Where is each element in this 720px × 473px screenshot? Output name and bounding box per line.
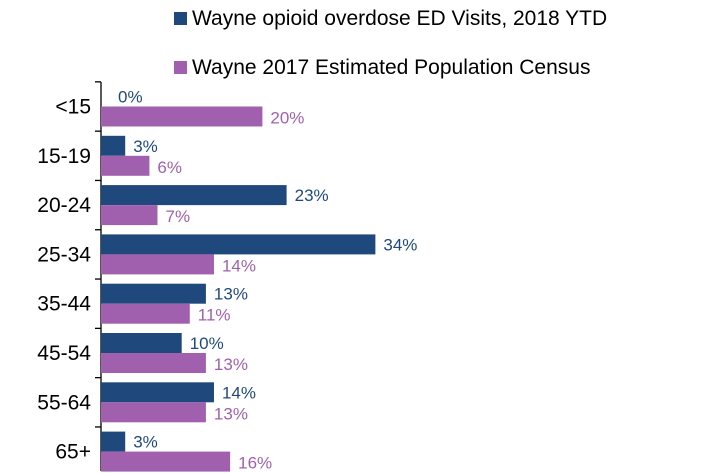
- population-bar: [101, 106, 263, 127]
- data-label: 34%: [383, 235, 417, 254]
- population-bar: [101, 451, 231, 472]
- category-label: 55-64: [37, 391, 91, 414]
- data-label: 16%: [238, 454, 272, 473]
- ed-visits-bar: [101, 135, 126, 156]
- data-label: 13%: [214, 404, 248, 423]
- population-bar: [101, 254, 214, 275]
- ed-visits-bar: [101, 185, 287, 206]
- legend-label: Wayne opioid overdose ED Visits, 2018 YT…: [192, 7, 607, 30]
- data-label: 11%: [198, 306, 231, 325]
- population-bar: [101, 353, 206, 373]
- data-label: 14%: [222, 256, 256, 275]
- category-label: 35-44: [37, 293, 91, 316]
- bar-series: [101, 106, 376, 472]
- ed-visits-bar: [101, 333, 182, 353]
- ed-visits-bar: [101, 283, 206, 304]
- chart-legend: Wayne opioid overdose ED Visits, 2018 YT…: [174, 7, 607, 79]
- legend-label: Wayne 2017 Estimated Population Census: [192, 56, 590, 79]
- category-axis: <15 15-19 20-24 25-34 35-44 45-54 55-64 65+: [37, 81, 102, 471]
- population-bar: [101, 155, 150, 176]
- category-label: <15: [55, 96, 91, 119]
- population-bar: [101, 402, 206, 423]
- category-label: 65+: [55, 441, 91, 464]
- ed-visits-bar: [101, 382, 214, 403]
- legend-swatch: [174, 12, 187, 25]
- data-label: 0%: [118, 88, 143, 107]
- category-label: 20-24: [37, 194, 91, 217]
- data-label: 13%: [214, 285, 248, 304]
- category-label: 25-34: [37, 243, 91, 266]
- data-label: 7%: [165, 207, 190, 226]
- data-label: 23%: [295, 186, 329, 205]
- category-label: 15-19: [37, 145, 91, 168]
- data-label: 6%: [157, 158, 182, 177]
- data-label: 3%: [133, 433, 158, 452]
- category-label: 45-54: [37, 342, 91, 365]
- data-label: 10%: [190, 334, 224, 353]
- population-bar: [101, 303, 190, 324]
- data-label: 3%: [133, 137, 158, 156]
- data-labels: 0% 20% 3% 6% 23% 7% 34% 14% 13% 11% 10% 13% 14% 13% 3%…: [118, 88, 417, 473]
- ed-visits-bar: [101, 234, 376, 255]
- data-label: 20%: [270, 109, 304, 128]
- population-bar: [101, 205, 158, 226]
- legend-item: Wayne 2017 Estimated Population Census: [174, 56, 590, 79]
- legend-swatch: [174, 61, 187, 74]
- data-label: 14%: [222, 383, 256, 402]
- ed-visits-bar: [101, 431, 126, 452]
- data-label: 13%: [214, 355, 248, 374]
- legend-item: Wayne opioid overdose ED Visits, 2018 YT…: [174, 7, 607, 30]
